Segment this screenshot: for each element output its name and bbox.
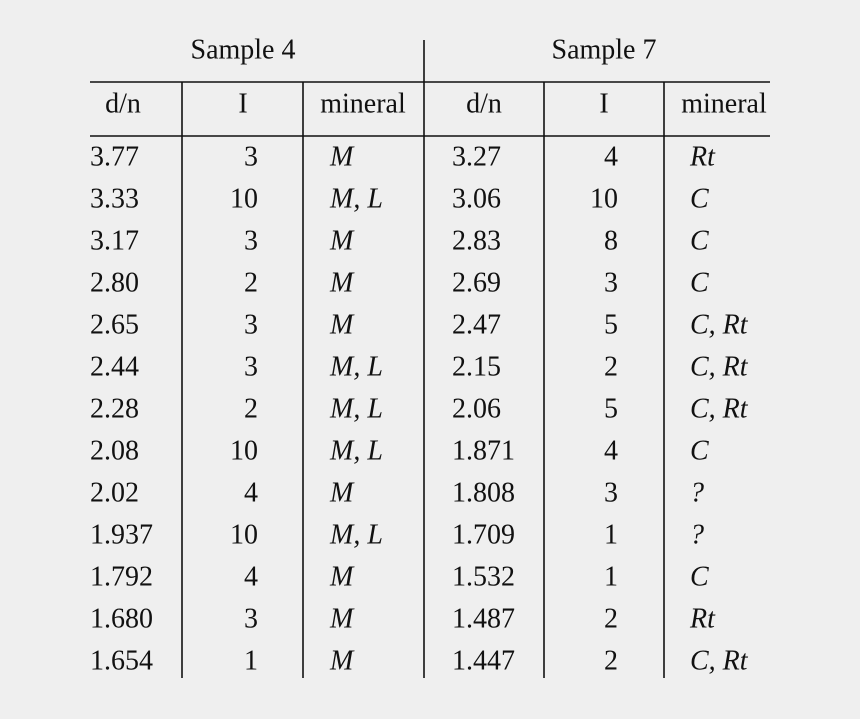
d-spacing-cell: 1.447 [452, 645, 515, 676]
mineral-cell: M [329, 603, 355, 634]
mineral-cell: C, Rt [690, 645, 749, 676]
intensity-cell: 2 [604, 645, 618, 676]
d-spacing-cell: 2.08 [90, 435, 139, 466]
mineral-cell: M, L [329, 351, 383, 382]
mineral-cell: M [329, 225, 355, 256]
column-header: d/n [105, 88, 141, 119]
d-spacing-cell: 1.709 [452, 519, 515, 550]
intensity-cell: 10 [230, 183, 258, 214]
intensity-cell: 10 [590, 183, 618, 214]
column-header: mineral [681, 88, 767, 119]
mineral-cell: M, L [329, 519, 383, 550]
group-header: Sample 4 [191, 34, 296, 65]
d-spacing-cell: 1.654 [90, 645, 153, 676]
mineral-cell: C [690, 225, 709, 256]
mineral-cell: C [690, 183, 709, 214]
intensity-cell: 3 [244, 225, 258, 256]
d-spacing-cell: 3.17 [90, 225, 139, 256]
d-spacing-cell: 1.937 [90, 519, 153, 550]
d-spacing-cell: 2.15 [452, 351, 501, 382]
d-spacing-cell: 3.77 [90, 141, 139, 172]
intensity-cell: 4 [244, 561, 258, 592]
d-spacing-cell: 3.33 [90, 183, 139, 214]
d-spacing-cell: 2.28 [90, 393, 139, 424]
d-spacing-cell: 1.680 [90, 603, 153, 634]
mineral-cell: M [329, 267, 355, 298]
mineral-cell: C [690, 267, 709, 298]
intensity-cell: 5 [604, 393, 618, 424]
intensity-cell: 5 [604, 309, 618, 340]
d-spacing-cell: 3.27 [452, 141, 501, 172]
mineral-cell: ? [690, 477, 704, 508]
intensity-cell: 10 [230, 519, 258, 550]
column-header: I [599, 88, 608, 119]
column-header: I [238, 88, 247, 119]
d-spacing-cell: 2.02 [90, 477, 139, 508]
d-spacing-cell: 2.47 [452, 309, 501, 340]
d-spacing-cell: 1.487 [452, 603, 515, 634]
d-spacing-cell: 1.871 [452, 435, 515, 466]
mineral-cell: M, L [329, 393, 383, 424]
mineral-cell: M [329, 309, 355, 340]
d-spacing-cell: 1.792 [90, 561, 153, 592]
mineral-cell: C, Rt [690, 393, 749, 424]
intensity-cell: 3 [244, 309, 258, 340]
mineral-cell: Rt [689, 141, 716, 172]
d-spacing-cell: 3.06 [452, 183, 501, 214]
d-spacing-cell: 2.06 [452, 393, 501, 424]
intensity-cell: 2 [244, 393, 258, 424]
mineral-cell: M [329, 477, 355, 508]
intensity-cell: 3 [604, 267, 618, 298]
d-spacing-cell: 2.83 [452, 225, 501, 256]
d-spacing-cell: 1.532 [452, 561, 515, 592]
mineral-cell: M [329, 141, 355, 172]
mineral-cell: M, L [329, 183, 383, 214]
d-spacing-cell: 2.44 [90, 351, 139, 382]
mineral-cell: C, Rt [690, 309, 749, 340]
mineral-cell: C [690, 435, 709, 466]
intensity-cell: 4 [604, 141, 618, 172]
d-spacing-cell: 2.65 [90, 309, 139, 340]
intensity-cell: 8 [604, 225, 618, 256]
intensity-cell: 1 [604, 561, 618, 592]
mineral-cell: M [329, 645, 355, 676]
mineral-cell: M, L [329, 435, 383, 466]
intensity-cell: 2 [604, 603, 618, 634]
d-spacing-cell: 1.808 [452, 477, 515, 508]
intensity-cell: 4 [604, 435, 618, 466]
mineral-cell: C [690, 561, 709, 592]
mineral-cell: C, Rt [690, 351, 749, 382]
d-spacing-cell: 2.69 [452, 267, 501, 298]
column-header: d/n [466, 88, 502, 119]
intensity-cell: 4 [244, 477, 258, 508]
intensity-cell: 3 [244, 351, 258, 382]
column-header: mineral [320, 88, 406, 119]
intensity-cell: 1 [604, 519, 618, 550]
group-header: Sample 7 [552, 34, 657, 65]
intensity-cell: 2 [244, 267, 258, 298]
mineral-cell: ? [690, 519, 704, 550]
intensity-cell: 2 [604, 351, 618, 382]
intensity-cell: 3 [604, 477, 618, 508]
intensity-cell: 10 [230, 435, 258, 466]
mineral-cell: M [329, 561, 355, 592]
intensity-cell: 3 [244, 603, 258, 634]
intensity-cell: 3 [244, 141, 258, 172]
intensity-cell: 1 [244, 645, 258, 676]
d-spacing-cell: 2.80 [90, 267, 139, 298]
mineral-cell: Rt [689, 603, 716, 634]
